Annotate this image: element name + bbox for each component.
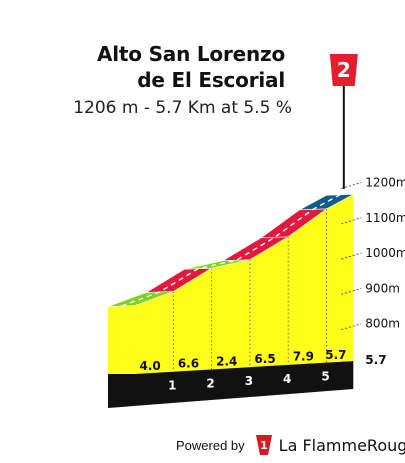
footer-branding: Powered by 1 La FlammeRouge xyxy=(176,434,405,456)
centerline xyxy=(121,194,341,307)
profile-centerline xyxy=(121,194,341,307)
climb-title-line1: Alto San Lorenzo xyxy=(96,42,285,66)
km-markers: 1 2 3 4 5 5.7 xyxy=(168,353,386,393)
km-marker: 5 xyxy=(321,370,329,384)
km-marker: 1 xyxy=(168,379,176,393)
elevation-ticks: 800m 900m 1000m 1100m 1200m xyxy=(365,176,405,331)
flag-number: 2 xyxy=(337,58,351,82)
brand-name: La FlammeRouge xyxy=(278,435,405,455)
km-marker: 4 xyxy=(283,372,291,386)
flag-banner xyxy=(329,54,358,86)
profile-front-face xyxy=(108,194,354,374)
gradient-segment xyxy=(299,194,354,211)
elevation-gridline xyxy=(341,182,362,189)
logo-number: 1 xyxy=(260,439,268,452)
elevation-tick-label: 1000m xyxy=(365,246,405,260)
elevation-gridline xyxy=(341,252,362,260)
gradient-label: 4.0 xyxy=(140,359,161,373)
profile-front xyxy=(108,194,354,374)
gradient-label: 6.5 xyxy=(254,352,275,366)
powered-by-label: Powered by xyxy=(176,437,245,453)
elevation-gridline xyxy=(341,287,362,295)
profile-base xyxy=(108,361,354,408)
summit-flag: 2 xyxy=(329,54,358,189)
elevation-gridline xyxy=(341,323,362,331)
km-marker: 3 xyxy=(245,374,253,388)
profile-base-strip xyxy=(108,361,354,408)
elevation-gridline xyxy=(341,217,362,225)
elevation-gridlines xyxy=(172,182,362,372)
elevation-tick-label: 900m xyxy=(365,281,400,295)
elevation-tick-label: 1200m xyxy=(365,176,405,190)
flamme-rouge-logo-icon: 1 xyxy=(255,435,272,455)
gradient-label: 5.7 xyxy=(325,348,346,362)
gradient-labels: 4.0 6.6 2.4 6.5 7.9 5.7 xyxy=(140,348,347,373)
gradient-label: 2.4 xyxy=(216,354,237,368)
climb-title-line2: de El Escorial xyxy=(137,68,285,92)
total-km-label: 5.7 xyxy=(365,353,386,367)
elevation-tick-label: 800m xyxy=(365,317,400,331)
elevation-tick-label: 1100m xyxy=(365,211,405,225)
km-marker: 2 xyxy=(206,376,214,390)
gradient-label: 7.9 xyxy=(293,350,314,364)
climb-summary: 1206 m - 5.7 Km at 5.5 % xyxy=(73,98,292,118)
gradient-label: 6.6 xyxy=(178,357,199,371)
